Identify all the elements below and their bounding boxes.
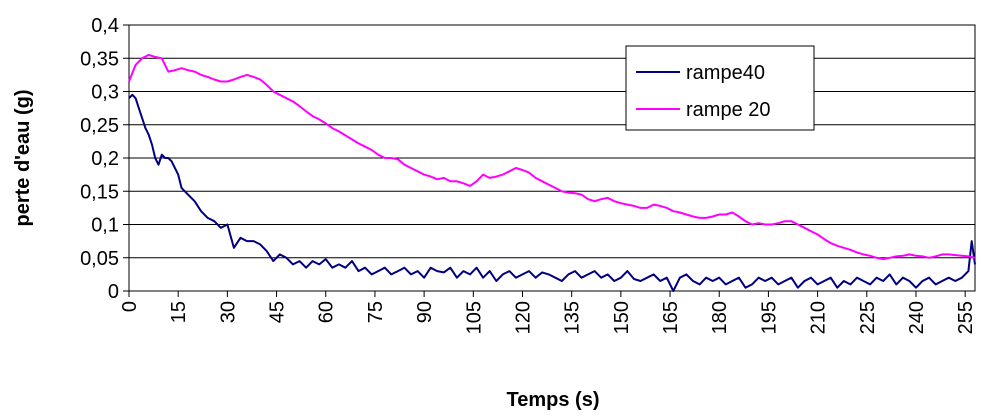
x-tick-label: 195 (758, 301, 780, 334)
x-tick-label: 45 (267, 301, 289, 323)
x-tick-label: 90 (414, 301, 436, 323)
x-tick-labels: 0 15 30 45 60 75 90 105 120 135 150 165 180 195 210 225… (119, 301, 977, 334)
x-tick-label: 225 (857, 301, 879, 334)
y-tick-label: 0,1 (91, 215, 119, 237)
x-tick-label: 180 (709, 301, 731, 334)
x-tick-label: 150 (611, 301, 633, 334)
gridlines (129, 24, 975, 292)
y-tick-label: 0,4 (91, 15, 119, 37)
x-tick-label: 30 (217, 301, 239, 323)
x-tick-label: 210 (808, 301, 830, 334)
x-tick-label: 165 (660, 301, 682, 334)
axes (123, 24, 966, 297)
y-tick-label: 0,3 (91, 82, 119, 104)
x-tick-label: 120 (512, 301, 534, 334)
legend-box (625, 45, 815, 131)
y-tick-labels: 0 0,05 0,1 0,15 0,2 0,25 0,3 0,35 0,4 (80, 15, 119, 303)
series-line-rampe-20 (128, 53, 976, 261)
x-tick-label: 0 (119, 301, 141, 312)
x-tick-label: 105 (463, 301, 485, 334)
y-tick-label: 0,2 (91, 148, 119, 170)
x-tick-label: 135 (562, 301, 584, 334)
y-tick-label: 0 (108, 281, 119, 303)
y-tick-label: 0,35 (80, 48, 119, 70)
x-tick-label: 60 (316, 301, 338, 323)
x-tick-label: 255 (955, 301, 977, 334)
y-axis-title: perte d'eau (g) (12, 90, 34, 227)
y-tick-label: 0,05 (80, 248, 119, 270)
x-tick-label: 15 (168, 301, 190, 323)
y-tick-label: 0,15 (80, 181, 119, 203)
legend-label-rampe40: rampe40 (686, 62, 765, 84)
y-tick-label: 0,25 (80, 115, 119, 137)
legend: rampe40 rampe 20 (625, 45, 815, 131)
series-line-rampe40 (128, 93, 976, 292)
x-tick-label: 75 (365, 301, 387, 323)
x-tick-label: 240 (906, 301, 928, 334)
legend-label-rampe-20: rampe 20 (686, 99, 771, 121)
series-layer (128, 53, 976, 292)
x-axis-title: Temps (s) (507, 389, 600, 411)
